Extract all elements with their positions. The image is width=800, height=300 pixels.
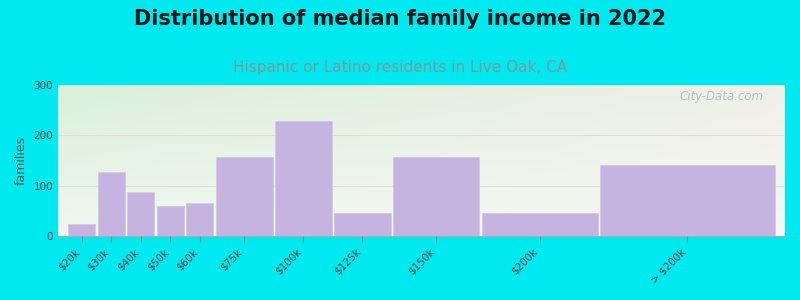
Bar: [393, 157, 479, 236]
Text: City-Data.com: City-Data.com: [679, 89, 763, 103]
Bar: [127, 192, 154, 236]
Bar: [275, 121, 332, 236]
Bar: [482, 214, 598, 236]
Bar: [216, 157, 273, 236]
Bar: [68, 224, 95, 236]
Text: Distribution of median family income in 2022: Distribution of median family income in …: [134, 9, 666, 29]
Bar: [600, 165, 775, 236]
Bar: [186, 203, 214, 236]
Bar: [334, 214, 390, 236]
Bar: [98, 172, 125, 236]
Y-axis label: families: families: [15, 136, 28, 185]
Bar: [157, 206, 184, 236]
Text: Hispanic or Latino residents in Live Oak, CA: Hispanic or Latino residents in Live Oak…: [233, 60, 567, 75]
